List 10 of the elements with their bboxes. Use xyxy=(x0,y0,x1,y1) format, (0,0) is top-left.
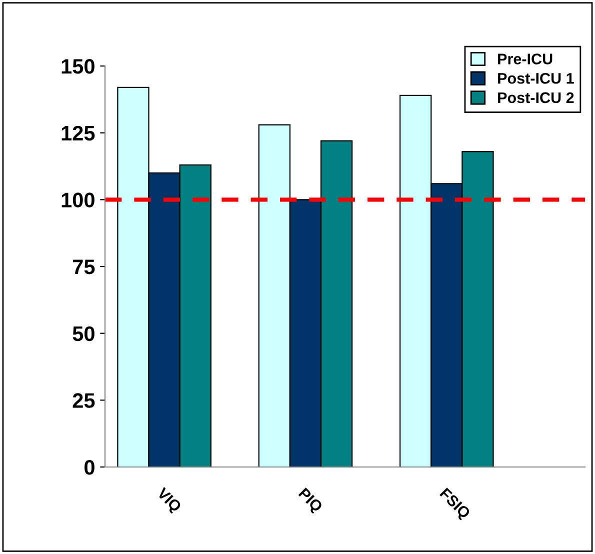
y-tick-label: 50 xyxy=(72,326,94,342)
legend-label: Post-ICU 1 xyxy=(498,72,574,84)
y-tick-label: 100 xyxy=(62,192,94,208)
y-tick-label: 150 xyxy=(62,59,94,74)
y-tick-label: 125 xyxy=(62,126,95,141)
y-tick-label: 25 xyxy=(72,393,95,408)
y-tick-label: 0 xyxy=(84,460,94,475)
legend-label: Post-ICU 2 xyxy=(498,92,574,104)
legend-label: Pre-ICU xyxy=(498,54,552,64)
y-tick-label: 75 xyxy=(73,260,95,274)
